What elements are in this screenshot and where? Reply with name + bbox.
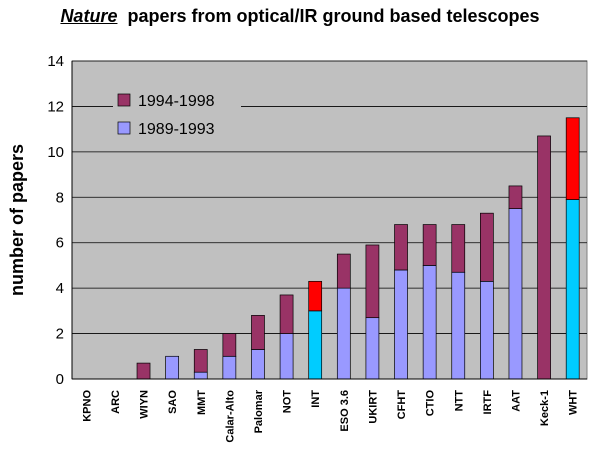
chart-title-rest: papers from optical/IR ground based tele… [127, 6, 540, 26]
bar-1989-1993-CFHT [394, 269, 408, 380]
x-tick-label: INT [310, 390, 322, 408]
x-tick-label: ESO 3.6 [339, 390, 351, 432]
bar-1994-1998-NOT [279, 294, 294, 334]
x-tick-label: MMT [196, 390, 208, 415]
bar-1994-1998-CFHT [394, 224, 408, 271]
y-tick-label: 0 [56, 371, 64, 388]
x-tick-label: Keck-1 [539, 390, 551, 426]
x-tick-label: CTIO [425, 390, 437, 417]
x-tick-label: SAO [167, 390, 179, 414]
y-tick-label: 8 [56, 189, 64, 206]
x-tick-label: IRTF [482, 390, 494, 415]
chart-title-emphasis: Nature [60, 6, 118, 26]
legend-label-1989-1993: 1989-1993 [138, 121, 215, 138]
bar-1989-1993-NOT [279, 333, 294, 380]
bar-1989-1993-AAT [508, 208, 523, 380]
x-tick-label: WIYN [139, 390, 151, 419]
legend-swatch-1989-1993 [117, 121, 131, 135]
bar-1994-1998-UKIRT [365, 244, 380, 319]
y-tick-labels: 0 2 4 6 8 10 12 14 [47, 53, 64, 388]
bars [136, 117, 580, 380]
bar-1994-1998-Keck-1 [537, 135, 551, 380]
bar-1989-1993-Calar-Alto [222, 355, 237, 380]
legend-box [113, 84, 241, 148]
legend-label-1994-1998: 1994-1998 [138, 93, 215, 110]
bar-1989-1993-IRTF [480, 280, 494, 380]
x-tick-label: AAT [510, 390, 522, 412]
bar-1989-1993-SAO [165, 355, 179, 380]
y-tick-label: 4 [56, 280, 64, 297]
y-axis-label: number of papers [7, 144, 27, 296]
y-tick-label: 14 [47, 53, 64, 70]
bar-1989-1993-UKIRT [365, 317, 380, 380]
bar-1994-1998-WHT [565, 117, 580, 200]
bar-1994-1998-Calar-Alto [222, 333, 237, 357]
bar-1989-1993-WHT [565, 199, 580, 380]
bar-1994-1998-WIYN [136, 362, 151, 380]
bar-1994-1998-CTIO [422, 224, 437, 266]
bar-1994-1998-MMT [193, 349, 208, 373]
x-tick-label: CFHT [396, 390, 408, 420]
x-tick-labels: KPNO ARC WIYN SAO MMT Calar-Alto Palomar NOT INT… [81, 389, 579, 442]
x-tick-label: WHT [568, 390, 580, 415]
x-tick-label: Calar-Alto [224, 390, 236, 443]
bar-1994-1998-ESO 3.6 [336, 253, 351, 289]
x-tick-label: Palomar [253, 389, 265, 433]
y-tick-label: 2 [56, 326, 64, 343]
bar-1989-1993-NTT [451, 271, 466, 380]
y-tick-label: 10 [47, 144, 64, 161]
chart-title: Nature papers from optical/IR ground bas… [0, 6, 600, 27]
y-tick-label: 12 [47, 98, 64, 115]
bar-1994-1998-NTT [451, 224, 466, 273]
y-tick-label: 6 [56, 235, 64, 252]
bar-1989-1993-MMT [193, 371, 208, 380]
bar-1994-1998-AAT [508, 185, 523, 209]
bar-1994-1998-INT [308, 280, 323, 312]
x-tick-label: UKIRT [367, 390, 379, 424]
bar-1989-1993-CTIO [422, 265, 437, 380]
legend-swatch-1994-1998 [117, 93, 131, 107]
x-tick-label: NTT [453, 390, 465, 412]
x-tick-label: NOT [282, 390, 294, 414]
bar-1989-1993-INT [308, 310, 323, 380]
legend: 1994-1998 1989-1993 [113, 84, 241, 148]
bar-1989-1993-Palomar [251, 349, 265, 380]
bar-1994-1998-IRTF [480, 212, 494, 282]
x-tick-label: KPNO [81, 390, 93, 422]
x-tick-label: ARC [110, 390, 122, 414]
bar-1989-1993-ESO 3.6 [336, 287, 351, 380]
bar-1994-1998-Palomar [251, 315, 265, 350]
